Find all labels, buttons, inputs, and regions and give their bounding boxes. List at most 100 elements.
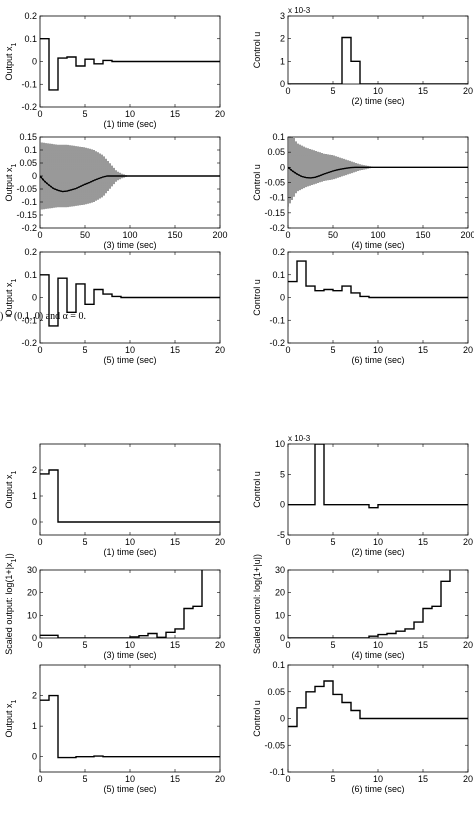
y-tick-label: 10: [275, 610, 285, 620]
plot-area: [288, 570, 451, 638]
panel-f1p5: 0 5 10 15 20 -0.2 -0.1 0 0.1 0.2 (5) time (sec) Out…: [4, 247, 225, 365]
y-axis-label: Output x1: [4, 163, 18, 201]
y-tick-label: -0.2: [269, 338, 285, 348]
x-tick-label: 5: [330, 774, 335, 784]
plot-area: [40, 570, 203, 638]
x-axis-label: (6) time (sec): [351, 784, 404, 794]
x-tick-label: 5: [82, 537, 87, 547]
y-tick-label: 2: [280, 34, 285, 44]
x-tick-label: 20: [215, 109, 225, 119]
series-line-0: [288, 680, 468, 728]
y-axis-label-main: Control u: [252, 471, 262, 508]
x-tick-label: 20: [463, 774, 473, 784]
series-line-0: [40, 694, 220, 759]
y-tick-label: 0.1: [272, 270, 285, 280]
y-axis-label-subscript: 1: [11, 559, 18, 563]
y-tick-label: 0: [32, 171, 37, 181]
y-tick-label: 0: [280, 633, 285, 643]
y-tick-label: 30: [275, 565, 285, 575]
y-tick-label: 1: [32, 721, 37, 731]
x-tick-label: 15: [170, 537, 180, 547]
x-axis-label: (1) time (sec): [103, 547, 156, 557]
axes-frame: [39, 136, 221, 229]
x-tick-label: 10: [373, 640, 383, 650]
x-tick-label: 10: [125, 345, 135, 355]
y-tick-label: 0: [280, 162, 285, 172]
y-tick-label: 0.1: [272, 132, 285, 142]
y-axis-label-subscript: 1: [11, 42, 18, 46]
x-tick-label: 5: [330, 537, 335, 547]
panel-f1p2: 0 5 10 15 20 0 1 2 3 (2) time (sec) Control u x 10-…: [252, 6, 473, 106]
panel-f2p4: 0 5 10 15 20 0 10 20 30 (4) time (sec) Scaled cont…: [252, 554, 473, 660]
x-tick-label: 20: [463, 640, 473, 650]
y-tick-label: 0.2: [272, 247, 285, 257]
axes-frame: [287, 15, 469, 85]
x-tick-label: 15: [418, 640, 428, 650]
y-tick-label: -0.2: [21, 338, 37, 348]
series-line-0: [40, 570, 203, 638]
y-tick-label: 0: [280, 500, 285, 510]
y-tick-label: -0.1: [269, 315, 285, 325]
y-axis-label: Control u: [252, 279, 262, 316]
x-tick-label: 5: [330, 86, 335, 96]
y-axis-label: Control u: [252, 164, 262, 201]
x-tick-label: 10: [125, 640, 135, 650]
x-tick-label: 100: [370, 230, 385, 240]
y-tick-label: 0: [280, 714, 285, 724]
x-tick-label: 0: [285, 345, 290, 355]
series-line-0: [288, 260, 468, 299]
x-tick-label: 200: [460, 230, 474, 240]
series-line-0: [288, 570, 451, 638]
plot-area: [288, 137, 468, 207]
y-tick-label: -0.05: [264, 740, 285, 750]
x-tick-label: 0: [285, 640, 290, 650]
x-tick-label: 0: [285, 537, 290, 547]
y-tick-label: -0.1: [269, 767, 285, 777]
y-tick-label: 0: [32, 57, 37, 67]
x-tick-label: 10: [125, 537, 135, 547]
y-tick-label: 0.1: [24, 270, 37, 280]
y-axis-label: Output x1: [4, 699, 18, 737]
x-tick-label: 20: [463, 345, 473, 355]
axis-scale-note: x 10-3: [288, 6, 311, 15]
x-tick-label: 0: [37, 640, 42, 650]
y-axis-label-suffix: |): [4, 553, 14, 558]
x-tick-label: 150: [415, 230, 430, 240]
x-tick-label: 5: [82, 345, 87, 355]
y-tick-label: 0: [32, 517, 37, 527]
y-axis-label-main: Output x: [4, 474, 14, 509]
plot-area: [288, 444, 468, 509]
plot-area: [288, 680, 468, 728]
y-axis-label-main: Scaled output: log(1+|x: [4, 562, 14, 655]
x-tick-label: 10: [373, 774, 383, 784]
y-tick-label: 5: [280, 469, 285, 479]
y-tick-label: -0.1: [21, 79, 37, 89]
plot-area: [40, 274, 220, 327]
x-tick-label: 15: [418, 774, 428, 784]
y-tick-label: -0.2: [21, 223, 37, 233]
y-tick-label: -0.2: [269, 223, 285, 233]
y-tick-label: 3: [280, 11, 285, 21]
y-tick-label: 10: [27, 610, 37, 620]
y-tick-label: -0.15: [16, 210, 37, 220]
y-tick-label: 0.05: [19, 158, 37, 168]
y-tick-label: 0: [32, 293, 37, 303]
oscillation-envelope: [40, 142, 129, 210]
series-line-0: [40, 38, 220, 91]
x-tick-label: 150: [167, 230, 182, 240]
x-tick-label: 10: [125, 774, 135, 784]
x-axis-label: (4) time (sec): [351, 240, 404, 250]
y-axis-label-subscript: 1: [11, 278, 18, 282]
plot-area: [40, 469, 220, 523]
x-axis-label: (5) time (sec): [103, 355, 156, 365]
y-tick-label: -0.1: [269, 193, 285, 203]
y-tick-label: 0: [32, 752, 37, 762]
y-tick-label: 20: [27, 588, 37, 598]
panel-f1p6: 0 5 10 15 20 -0.2 -0.1 0 0.1 0.2 (6) time (sec) Con…: [252, 247, 473, 365]
panel-f1p1: 0 5 10 15 20 -0.2 -0.1 0 0.1 0.2 (1) time (sec) Out…: [4, 11, 225, 129]
y-axis-label: Control u: [252, 471, 262, 508]
y-axis-label: Output x1: [4, 470, 18, 508]
x-axis-label: (5) time (sec): [103, 784, 156, 794]
